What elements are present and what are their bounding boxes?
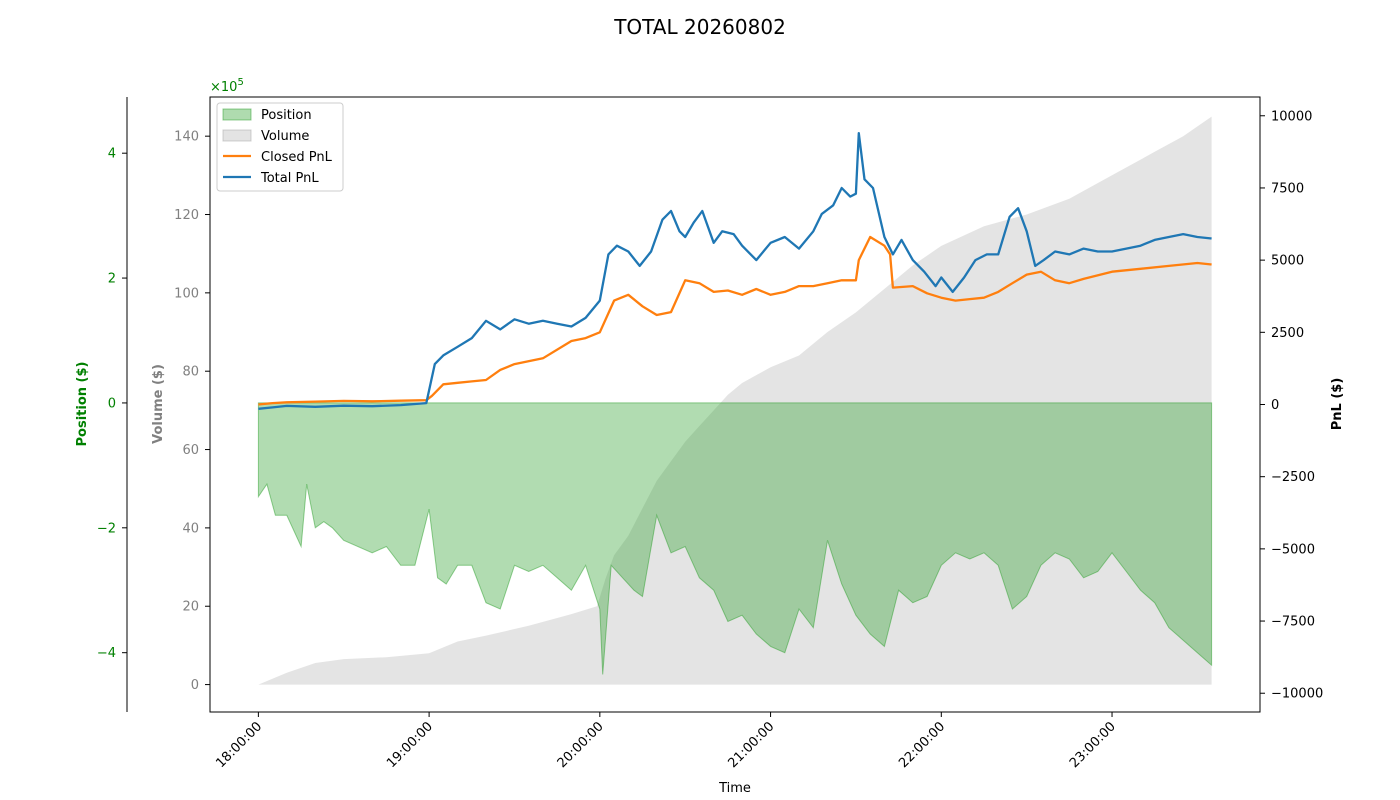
legend-swatch-volume [222, 129, 252, 142]
legend-label-volume: Volume [261, 129, 309, 144]
x-tick-label: 18:00:00 [213, 719, 265, 771]
series-position [257, 402, 1213, 675]
pnl-axis-ticks: 10000 7500 5000 2500 0 −2500 −5000 −7500 −10000 [1260, 109, 1323, 702]
legend: Position Volume Closed PnL Total PnL [216, 102, 344, 192]
plot-series [257, 116, 1213, 685]
volume-tick-label: 80 [182, 365, 199, 380]
position-tick-label: 4 [108, 147, 116, 162]
series-closed-pnl [258, 235, 1212, 406]
legend-frame [216, 102, 344, 192]
pnl-axis-label: PnL ($) [1330, 378, 1345, 431]
pnl-tick-label: 2500 [1271, 326, 1304, 341]
x-tick-label: 20:00:00 [555, 719, 607, 771]
volume-tick-label: 20 [182, 600, 199, 615]
position-tick-label: 2 [108, 272, 116, 287]
pnl-tick-label: −7500 [1271, 615, 1315, 630]
pnl-tick-label: −2500 [1271, 470, 1315, 485]
volume-tick-label: 60 [182, 443, 199, 458]
pnl-tick-label: 10000 [1271, 109, 1312, 124]
position-axis-label: Position ($) [75, 362, 90, 447]
pnl-tick-label: −10000 [1271, 687, 1323, 702]
volume-tick-label: 40 [182, 521, 199, 536]
volume-tick-label: 140 [174, 130, 199, 145]
legend-label-position: Position [261, 108, 312, 123]
legend-label-closed-pnl: Closed PnL [261, 150, 333, 165]
x-tick-label: 19:00:00 [384, 719, 436, 771]
x-tick-label: 23:00:00 [1067, 719, 1119, 771]
volume-axis-label: Volume ($) [151, 364, 166, 444]
position-multiplier: ×105 [210, 77, 244, 95]
volume-tick-label: 0 [191, 678, 199, 693]
legend-label-total-pnl: Total PnL [260, 171, 319, 186]
pnl-tick-label: 7500 [1271, 181, 1304, 196]
chart-title: TOTAL 20260802 [613, 15, 786, 39]
position-axis-ticks: 4 2 0 −2 −4 [97, 147, 127, 661]
position-tick-label: −2 [97, 521, 116, 536]
legend-swatch-position [222, 108, 252, 121]
position-tick-label: 0 [108, 396, 116, 411]
pnl-tick-label: 0 [1271, 398, 1279, 413]
x-axis-ticks: 18:00:00 19:00:00 20:00:00 21:00:00 22:00:00… [213, 712, 1119, 771]
x-tick-label: 22:00:00 [896, 719, 948, 771]
position-tick-label: −4 [97, 646, 116, 661]
x-axis-label: Time [718, 781, 751, 796]
series-volume [258, 116, 1212, 685]
pnl-tick-label: 5000 [1271, 254, 1304, 269]
volume-tick-label: 120 [174, 208, 199, 223]
series-total-pnl [258, 131, 1212, 410]
volume-axis-ticks: 140 120 100 80 60 40 20 0 [174, 130, 210, 693]
pnl-tick-label: −5000 [1271, 542, 1315, 557]
x-tick-label: 21:00:00 [726, 719, 778, 771]
volume-tick-label: 100 [174, 286, 199, 301]
